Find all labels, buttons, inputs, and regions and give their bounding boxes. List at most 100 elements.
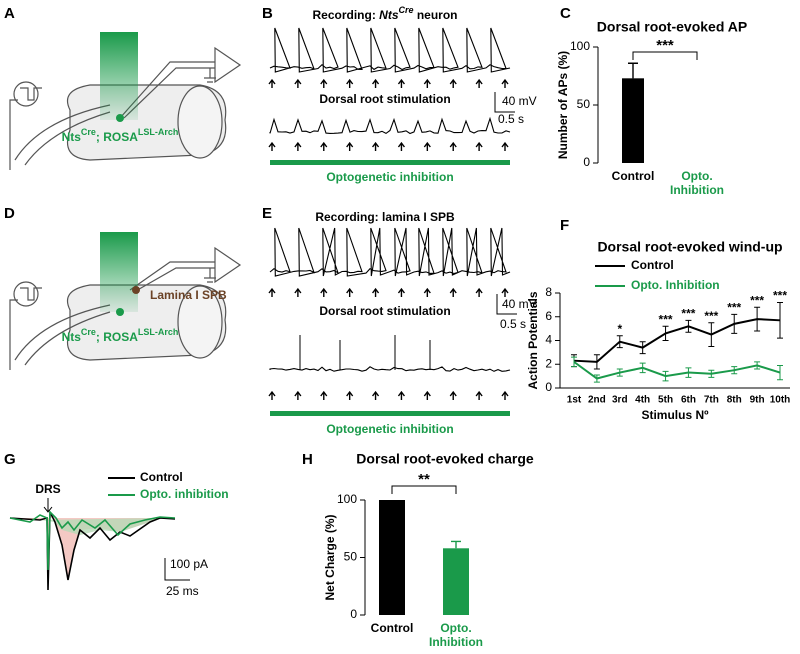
genotype-part: LSL-Arch	[138, 127, 179, 137]
inhibition-bar	[270, 160, 510, 165]
y-tick-label: 0	[350, 607, 357, 621]
stim-arrow	[475, 287, 483, 297]
scale-bar	[494, 92, 515, 113]
scale-label: 25 ms	[166, 584, 199, 598]
stim-arrow	[449, 390, 457, 400]
stim-arrow	[268, 390, 276, 400]
genotype-label: NtsCre; ROSALSL-Arch	[62, 127, 179, 144]
genotype-part: ; ROSA	[96, 130, 138, 144]
neuron	[116, 308, 124, 316]
y-tick-label: 8	[545, 285, 552, 299]
significance-bracket	[391, 485, 457, 494]
genotype-part: Cre	[81, 327, 96, 337]
stim-arrow	[423, 287, 431, 297]
stim-arrow	[501, 141, 509, 151]
stim-arrow	[397, 287, 406, 297]
x-tick-label: Opto. Inhibition	[670, 169, 724, 197]
series-line	[573, 318, 781, 363]
recording-trace	[269, 366, 511, 372]
x-tick-label: Opto. Inhibition	[429, 621, 483, 649]
y-tick-label: 4	[545, 333, 552, 347]
error-bar	[451, 540, 461, 549]
title-part: neuron	[414, 8, 458, 22]
legend-label: Control	[631, 258, 674, 272]
recording-trace	[269, 27, 511, 73]
significance-bracket	[632, 51, 698, 60]
legend-label: Control	[140, 470, 183, 484]
panel-label: H	[302, 451, 313, 468]
panel-label: C	[560, 5, 571, 22]
stim-arrow	[449, 78, 457, 88]
x-tick-label: 10th	[770, 395, 791, 406]
stim-arrow	[423, 141, 431, 151]
marker-arrow	[43, 498, 53, 513]
scale-label: 0.5 s	[500, 317, 526, 331]
stim-arrow	[294, 141, 302, 151]
stim-label: Dorsal root stimulation	[319, 304, 450, 318]
inhibition-label: Optogenetic inhibition	[326, 422, 453, 436]
significance-label: **	[418, 471, 430, 488]
genotype-label: NtsCre; ROSALSL-Arch	[62, 327, 179, 344]
stim-arrow	[320, 141, 328, 151]
spb-neuron	[132, 286, 140, 294]
significance-label: ***	[656, 37, 674, 54]
bar	[443, 548, 469, 615]
marker-label: DRS	[35, 482, 60, 496]
x-tick-label: 6th	[681, 395, 696, 406]
scale-label: 40 mV	[502, 297, 537, 311]
trace-title: Recording: NtsCre neuron	[312, 5, 457, 22]
x-tick-label: 2nd	[588, 395, 606, 406]
charge-area	[40, 518, 160, 535]
significance-label: ***	[704, 309, 718, 323]
stim-arrow	[268, 141, 276, 151]
stim-arrow	[397, 141, 406, 151]
control-trace	[9, 511, 176, 591]
stim-arrow	[268, 78, 276, 88]
error-bar	[628, 62, 638, 79]
stim-arrow	[346, 141, 354, 151]
significance-label: ***	[659, 312, 673, 326]
y-tick-label: 0	[583, 155, 590, 169]
genotype-part: LSL-Arch	[138, 327, 179, 337]
genotype-part: Cre	[81, 127, 96, 137]
category-label-box: Opto. Inhibition	[429, 621, 483, 649]
x-tick-label: Control	[370, 621, 414, 635]
panel-label: F	[560, 217, 569, 234]
stim-arrow	[423, 390, 431, 400]
stim-arrow	[371, 390, 380, 400]
y-tick-label: 50	[577, 97, 591, 111]
x-tick-label: Control	[611, 169, 655, 183]
scale-label: 0.5 s	[498, 112, 524, 126]
stim-arrow	[294, 390, 302, 400]
stim-arrow	[475, 78, 483, 88]
stim-arrow	[397, 78, 406, 88]
scale-bar	[496, 294, 517, 315]
recording-trace	[269, 227, 511, 277]
light-beam	[100, 32, 138, 120]
stim-arrow	[294, 287, 302, 297]
significance-label: ***	[681, 306, 695, 320]
stim-arrow	[449, 287, 457, 297]
stim-arrow	[371, 78, 380, 88]
title-part: Cre	[399, 5, 414, 15]
stim-label: Dorsal root stimulation	[319, 92, 450, 106]
x-axis-label: Stimulus Nº	[641, 408, 709, 422]
stim-arrow	[346, 287, 354, 297]
category-label-box: Opto. Inhibition	[670, 169, 724, 197]
genotype-part: Nts	[62, 330, 82, 344]
panel-label: A	[4, 5, 15, 22]
x-tick-label: 1st	[567, 395, 582, 406]
recording-trace	[269, 116, 511, 135]
panel-label: E	[262, 205, 272, 222]
scale-label: 40 mV	[502, 94, 537, 108]
chart-title: Dorsal root-evoked wind-up	[597, 239, 782, 255]
chart-title: Dorsal root-evoked AP	[597, 19, 747, 35]
title-part: Recording:	[312, 8, 379, 22]
y-tick-label: 6	[545, 309, 552, 323]
panel-label: G	[4, 451, 16, 468]
stim-arrow	[346, 390, 354, 400]
category-label-box: Control	[370, 621, 414, 635]
opto-trace	[9, 510, 176, 571]
inhibition-label: Optogenetic inhibition	[326, 170, 453, 184]
